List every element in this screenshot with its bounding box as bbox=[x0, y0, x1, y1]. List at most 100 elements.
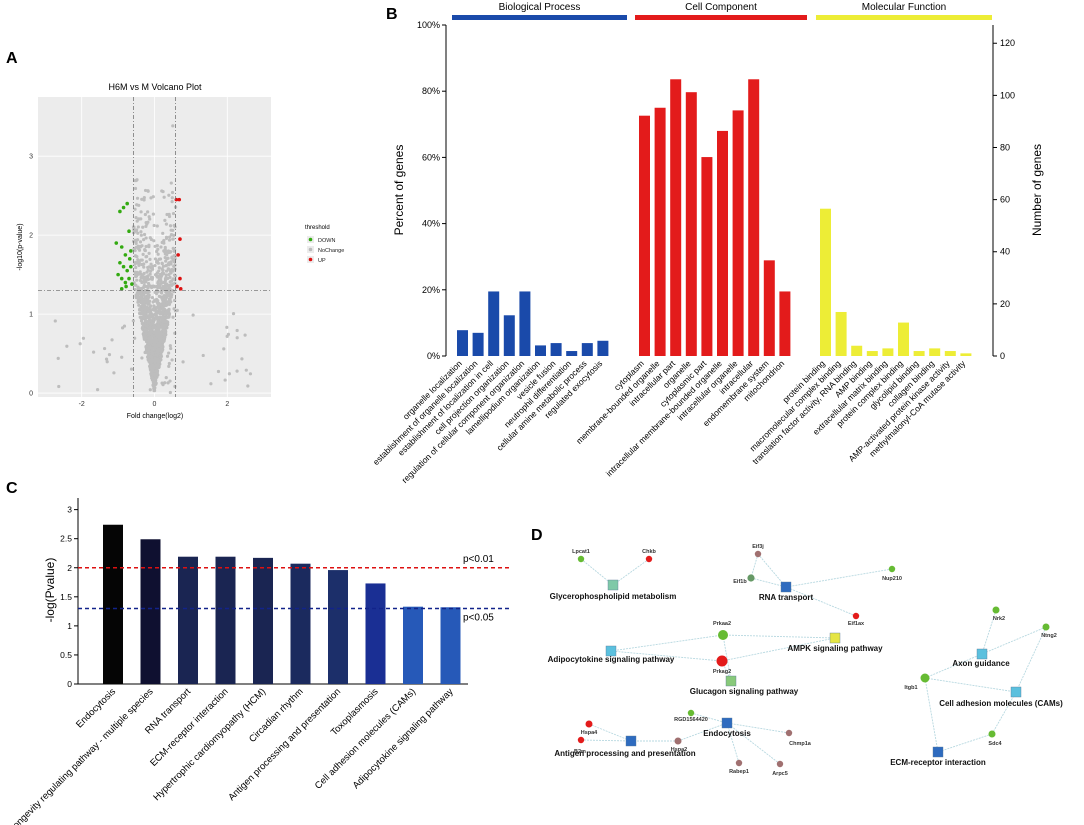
gene-node-label: B2m bbox=[574, 749, 586, 755]
volcano-nochange-point bbox=[246, 384, 250, 388]
go-right-tick-label: 120 bbox=[1000, 38, 1015, 48]
volcano-nochange-point bbox=[163, 218, 167, 222]
kegg-reference-label: p<0.05 bbox=[463, 612, 494, 623]
volcano-nochange-point bbox=[151, 369, 156, 374]
volcano-nochange-point bbox=[140, 307, 144, 311]
go-right-tick-label: 0 bbox=[1000, 351, 1005, 361]
volcano-up-point bbox=[178, 287, 183, 291]
volcano-nochange-point bbox=[159, 357, 163, 362]
volcano-nochange-point bbox=[138, 245, 143, 249]
volcano-down-point bbox=[119, 287, 124, 291]
volcano-nochange-point bbox=[139, 319, 144, 323]
volcano-nochange-point bbox=[57, 384, 61, 389]
volcano-nochange-point bbox=[158, 341, 162, 345]
volcano-nochange-point bbox=[164, 376, 168, 380]
network-edge bbox=[726, 722, 740, 764]
gene-node-label: Eif1b bbox=[733, 579, 747, 585]
volcano-nochange-point bbox=[244, 368, 248, 372]
volcano-nochange-point bbox=[165, 263, 169, 267]
volcano-nochange-point bbox=[152, 308, 156, 312]
volcano-nochange-point bbox=[173, 225, 177, 229]
volcano-nochange-point bbox=[231, 312, 236, 316]
volcano-nochange-point bbox=[170, 190, 175, 195]
volcano-nochange-point bbox=[167, 312, 172, 316]
volcano-nochange-point bbox=[153, 373, 157, 378]
volcano-nochange-point bbox=[53, 319, 57, 323]
volcano-up-point bbox=[178, 237, 182, 241]
volcano-nochange-point bbox=[157, 338, 162, 342]
volcano-nochange-point bbox=[142, 336, 146, 340]
volcano-nochange-point bbox=[167, 193, 171, 197]
gene-node bbox=[585, 720, 593, 728]
volcano-nochange-point bbox=[173, 384, 177, 389]
network-edge bbox=[981, 609, 997, 655]
volcano-nochange-point bbox=[147, 317, 151, 321]
volcano-down-point bbox=[130, 282, 134, 286]
go-bar bbox=[717, 130, 728, 356]
volcano-nochange-point bbox=[162, 300, 166, 304]
volcano-down-point bbox=[121, 205, 126, 210]
volcano-nochange-point bbox=[171, 237, 175, 241]
go-y-label: Percent of genes bbox=[392, 145, 406, 236]
volcano-nochange-point bbox=[159, 245, 163, 249]
volcano-nochange-point bbox=[167, 351, 171, 355]
volcano-nochange-point bbox=[142, 315, 146, 320]
volcano-y-tick-label: 3 bbox=[29, 154, 33, 161]
go-left-tick-label: 40% bbox=[422, 219, 440, 229]
kegg-y-tick-label: 1.5 bbox=[60, 592, 72, 602]
volcano-nochange-point bbox=[152, 223, 156, 228]
gene-node bbox=[687, 709, 695, 717]
go-left-tick-label: 100% bbox=[417, 20, 440, 30]
volcano-nochange-point bbox=[173, 257, 177, 261]
volcano-nochange-point bbox=[143, 247, 147, 252]
volcano-nochange-point bbox=[91, 350, 96, 354]
volcano-nochange-point bbox=[164, 273, 168, 277]
kegg-bar bbox=[403, 606, 423, 684]
kegg-bars bbox=[103, 524, 461, 684]
volcano-nochange-point bbox=[169, 346, 173, 351]
volcano-nochange-point bbox=[138, 308, 142, 312]
volcano-nochange-point bbox=[110, 338, 114, 342]
volcano-nochange-point bbox=[134, 245, 139, 249]
network-edge bbox=[690, 712, 728, 724]
network-edge bbox=[722, 634, 836, 639]
volcano-nochange-point bbox=[150, 295, 155, 300]
gene-node-label: Prkag2 bbox=[713, 669, 731, 675]
volcano-nochange-point bbox=[248, 372, 253, 376]
volcano-nochange-point bbox=[142, 232, 147, 237]
pathway-node bbox=[625, 735, 637, 747]
volcano-nochange-point bbox=[144, 319, 148, 323]
gene-node bbox=[920, 673, 930, 683]
go-bar bbox=[835, 311, 847, 356]
volcano-nochange-point bbox=[146, 333, 151, 337]
gene-node bbox=[735, 759, 743, 767]
pathway-node bbox=[829, 632, 841, 644]
volcano-nochange-point bbox=[155, 327, 159, 332]
volcano-nochange-point bbox=[159, 347, 163, 351]
network-edge bbox=[588, 723, 632, 742]
network-edge bbox=[610, 634, 724, 652]
volcano-nochange-point bbox=[166, 276, 170, 281]
volcano-nochange-point bbox=[153, 341, 157, 345]
volcano-nochange-point bbox=[161, 323, 166, 327]
volcano-nochange-point bbox=[169, 181, 173, 185]
kegg-y-tick-label: 0.5 bbox=[60, 650, 72, 660]
volcano-nochange-point bbox=[133, 336, 137, 340]
volcano-nochange-point bbox=[134, 229, 138, 233]
volcano-y-tick-label: 1 bbox=[29, 312, 33, 319]
kegg-bar bbox=[253, 557, 273, 684]
go-enrichment-panel: B Biological Process Cell Component Molecu… bbox=[371, 2, 1044, 485]
volcano-nochange-point bbox=[158, 320, 162, 324]
volcano-nochange-point bbox=[167, 361, 171, 366]
volcano-nochange-point bbox=[136, 285, 140, 289]
volcano-nochange-point bbox=[137, 263, 141, 268]
pathway-node-label: Axon guidance bbox=[952, 659, 1010, 668]
go-bar bbox=[944, 351, 956, 356]
gene-node-label: Chkb bbox=[642, 549, 656, 555]
volcano-nochange-point bbox=[138, 278, 143, 283]
volcano-nochange-point bbox=[134, 254, 138, 258]
network-edge bbox=[750, 577, 787, 588]
volcano-nochange-point bbox=[146, 295, 150, 299]
volcano-nochange-point bbox=[164, 259, 168, 263]
